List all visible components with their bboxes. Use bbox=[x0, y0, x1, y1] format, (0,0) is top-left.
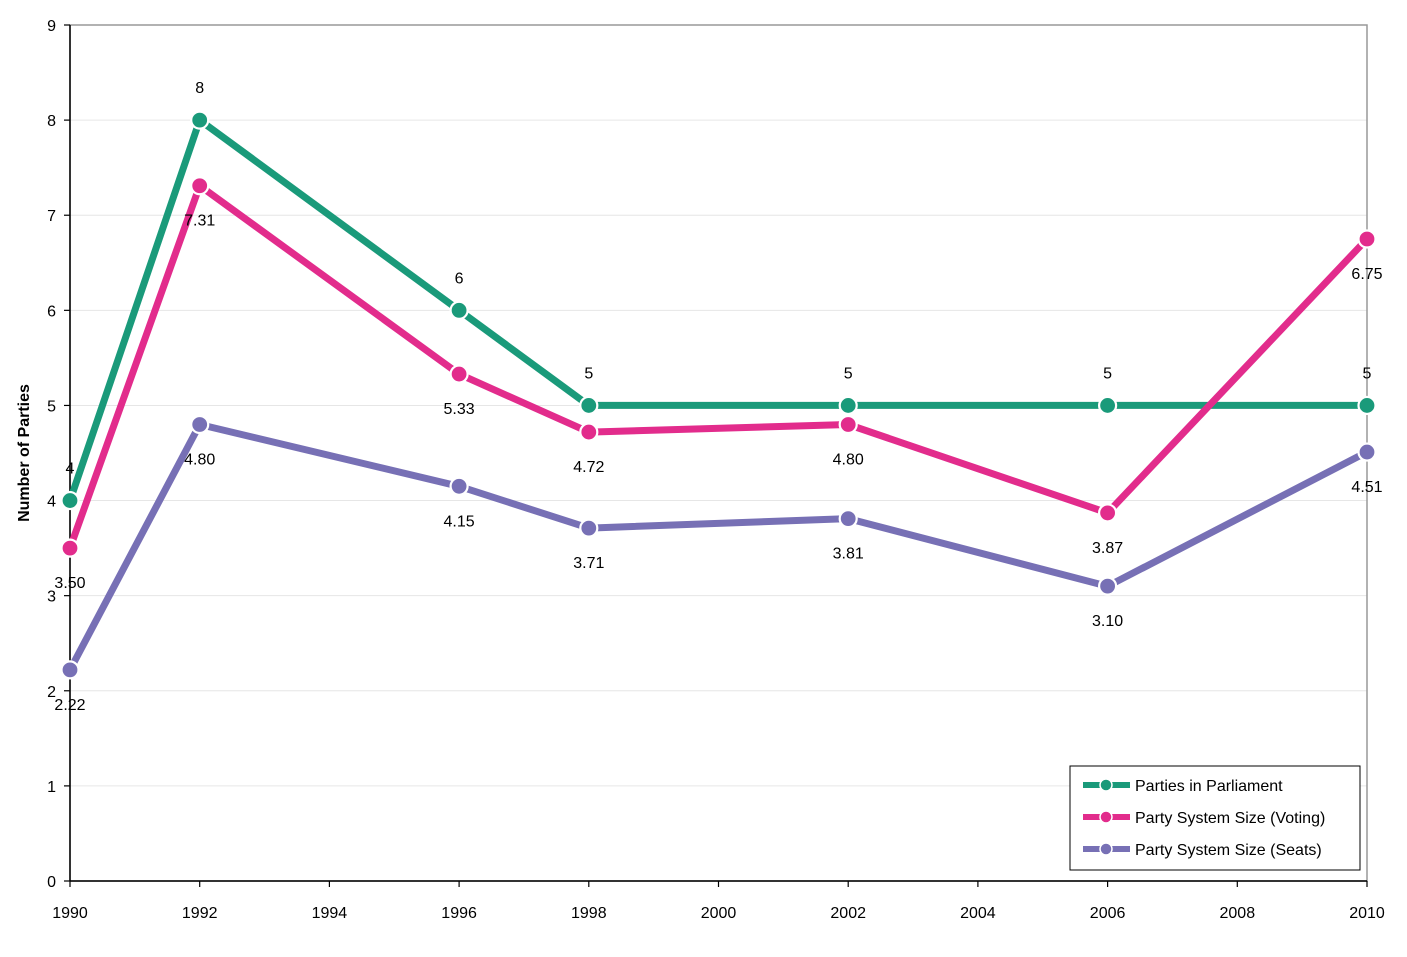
data-point bbox=[449, 476, 469, 496]
data-label: 3.81 bbox=[833, 546, 864, 563]
y-tick-label: 7 bbox=[47, 208, 56, 225]
data-label: 5 bbox=[1103, 365, 1112, 382]
data-label: 7.31 bbox=[184, 213, 215, 230]
data-point bbox=[838, 414, 858, 435]
data-label: 2.22 bbox=[54, 697, 85, 714]
y-tick-label: 9 bbox=[47, 18, 56, 35]
data-label: 5.33 bbox=[444, 401, 475, 418]
legend-marker bbox=[1099, 842, 1113, 856]
data-point bbox=[60, 538, 80, 558]
legend-item: Party System Size (Voting) bbox=[1083, 810, 1325, 827]
series-layer bbox=[60, 110, 1377, 680]
data-point bbox=[579, 422, 599, 442]
x-tick-label: 2000 bbox=[701, 905, 737, 922]
x-tick-label: 2006 bbox=[1090, 905, 1126, 922]
gridlines bbox=[70, 119, 1367, 787]
data-point bbox=[449, 364, 469, 384]
data-label: 8 bbox=[195, 80, 204, 97]
data-label: 6.75 bbox=[1351, 266, 1382, 283]
series-3 bbox=[60, 414, 1377, 680]
data-point bbox=[1357, 229, 1377, 249]
y-axis-label: Number of Parties bbox=[16, 384, 33, 522]
plot-area-frame bbox=[69, 24, 1368, 882]
x-tick-label: 2008 bbox=[1220, 905, 1256, 922]
legend-item: Party System Size (Seats) bbox=[1083, 842, 1322, 859]
y-tick-label: 2 bbox=[47, 684, 56, 701]
x-tick-label: 2010 bbox=[1349, 905, 1385, 922]
series-2 bbox=[60, 176, 1377, 558]
x-tick-label: 1992 bbox=[182, 905, 218, 922]
x-tick-label: 2004 bbox=[960, 905, 996, 922]
data-point bbox=[1097, 503, 1118, 523]
y-tick-label: 6 bbox=[47, 303, 56, 320]
legend-label: Parties in Parliament bbox=[1135, 778, 1283, 795]
data-label: 5 bbox=[584, 365, 593, 382]
axes: 0 1 2 3 4 5 6 7 8 9 1990 1992 1994 1996 1998 2000 2002 20… bbox=[47, 18, 1385, 922]
legend-label: Party System Size (Voting) bbox=[1135, 810, 1325, 827]
x-tick-label: 1996 bbox=[441, 905, 477, 922]
data-point bbox=[1357, 395, 1377, 416]
data-label: 3.71 bbox=[573, 555, 604, 572]
data-point bbox=[1097, 395, 1118, 416]
series-line bbox=[66, 421, 1371, 674]
data-point bbox=[190, 110, 210, 130]
data-point bbox=[838, 509, 858, 529]
data-label: 4.80 bbox=[833, 451, 864, 468]
data-label: 3.50 bbox=[54, 575, 85, 592]
data-label: 4.80 bbox=[184, 451, 215, 468]
data-point bbox=[190, 176, 210, 196]
legend-marker bbox=[1099, 810, 1113, 824]
x-tick-label: 1998 bbox=[571, 905, 607, 922]
series-line bbox=[66, 182, 1371, 552]
y-tick-label: 3 bbox=[47, 589, 56, 606]
x-tick-label: 1990 bbox=[52, 905, 88, 922]
y-tick-label: 1 bbox=[47, 779, 56, 796]
data-point bbox=[838, 395, 858, 416]
data-label: 5 bbox=[844, 365, 853, 382]
data-point bbox=[449, 300, 469, 320]
legend: Parties in Parliament Party System Size (… bbox=[1069, 765, 1361, 871]
data-label: 4.15 bbox=[444, 513, 475, 530]
data-label: 4.51 bbox=[1351, 479, 1382, 496]
data-point bbox=[1357, 442, 1377, 462]
data-label: 4.72 bbox=[573, 459, 604, 476]
data-point bbox=[1097, 576, 1118, 596]
data-label: 6 bbox=[455, 270, 464, 287]
legend-label: Party System Size (Seats) bbox=[1135, 842, 1322, 859]
y-tick-label: 8 bbox=[47, 113, 56, 130]
y-tick-label: 4 bbox=[47, 494, 56, 511]
data-label: 3.87 bbox=[1092, 540, 1123, 557]
data-label: 5 bbox=[1363, 365, 1372, 382]
series-1 bbox=[60, 110, 1377, 511]
data-label: 3.10 bbox=[1092, 613, 1123, 630]
data-labels: 4 8 6 5 5 5 5 3.50 7.31 5.33 4.72 4.80 3.87 6.75 2.22 4… bbox=[54, 80, 1382, 714]
y-tick-label: 0 bbox=[47, 874, 56, 891]
x-tick-label: 2002 bbox=[830, 905, 866, 922]
data-point bbox=[60, 490, 80, 511]
legend-marker bbox=[1099, 778, 1113, 792]
data-label: 4 bbox=[66, 461, 75, 478]
legend-item: Parties in Parliament bbox=[1083, 778, 1283, 795]
data-point bbox=[579, 518, 599, 538]
x-tick-label: 1994 bbox=[312, 905, 348, 922]
data-point bbox=[190, 414, 210, 435]
y-tick-label: 5 bbox=[47, 398, 56, 415]
data-point bbox=[60, 660, 80, 680]
data-point bbox=[579, 395, 599, 416]
